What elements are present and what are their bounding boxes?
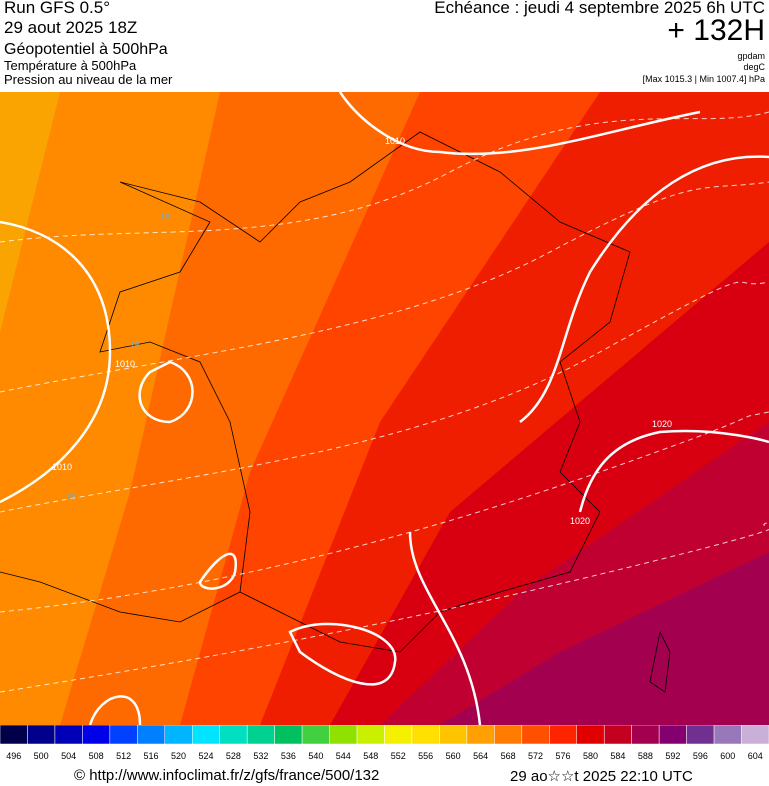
colorbar-label: 540	[308, 751, 323, 761]
colorbar: 496 500 504 508 512 516 520 524 528 532 536 540 544 5…	[0, 725, 769, 761]
france-outline	[99, 131, 631, 653]
colorbar-cell	[439, 725, 468, 745]
lead-time: + 132H	[667, 14, 765, 47]
contour-label: 1010	[115, 359, 135, 369]
colorbar-label: 548	[363, 751, 378, 761]
colorbar-label: 536	[281, 751, 296, 761]
run-date: 29 aout 2025 18Z	[4, 18, 138, 37]
colorbar-label: 604	[748, 751, 763, 761]
contour-label: 1020	[652, 419, 672, 429]
colorbar-label: 588	[638, 751, 653, 761]
temperature-contours	[0, 111, 769, 693]
colorbar-cell	[631, 725, 660, 745]
colorbar-cell	[356, 725, 385, 745]
run: Run GFS 0.5°	[4, 0, 111, 17]
generated-time: 29 ao☆☆t 2025 22:10 UTC	[510, 768, 693, 785]
colorbar-cell	[741, 725, 769, 745]
colorbar-label: 564	[473, 751, 488, 761]
colorbar-label: 524	[198, 751, 213, 761]
field: Pression au niveau de la mer	[4, 72, 173, 87]
colorbar-label: 560	[446, 751, 461, 761]
colorbar-label: 580	[583, 751, 598, 761]
colorbar-cell	[137, 725, 166, 745]
colorbar-cell	[329, 725, 358, 745]
contour-label: 1010	[385, 136, 405, 146]
contour-label: 1020	[570, 516, 590, 526]
colorbar-cell	[549, 725, 577, 745]
colorbar-label: 512	[116, 751, 131, 761]
source-url: © http://www.infoclimat.fr/z/gfs/france/…	[74, 767, 380, 784]
colorbar-cell	[686, 725, 715, 745]
colorbar-cell	[0, 725, 28, 745]
colorbar-label: 568	[501, 751, 516, 761]
colorbar-cell	[494, 725, 523, 745]
colorbar-label: 576	[556, 751, 571, 761]
colorbar-cell	[274, 725, 303, 745]
unit: gpdam	[737, 51, 765, 61]
colorbar-label: 500	[34, 751, 49, 761]
colorbar-cell	[576, 725, 605, 745]
colorbar-label: 556	[418, 751, 433, 761]
colorbar-cell	[27, 725, 56, 745]
colorbar-cell	[82, 725, 111, 745]
colorbar-label: 592	[665, 751, 680, 761]
colorbar-label: 552	[391, 751, 406, 761]
colorbar-label: 572	[528, 751, 543, 761]
colorbar-label: 520	[171, 751, 186, 761]
colorbar-cell	[521, 725, 550, 745]
colorbar-cell	[466, 725, 495, 745]
colorbar-cell	[54, 725, 83, 745]
field: Température à 500hPa	[4, 58, 137, 73]
contour-label: 16	[130, 340, 140, 350]
colorbar-label: 544	[336, 751, 351, 761]
field-band	[440, 552, 769, 725]
colorbar-label: 516	[144, 751, 159, 761]
field: Géopotentiel à 500hPa	[4, 41, 168, 58]
echeance: Echéance : jeudi 4 septembre 2025 6h UTC	[434, 0, 765, 17]
colorbar-cell	[246, 725, 275, 745]
colorbar-cell	[301, 725, 330, 745]
map: 1010 1010 1010 16 16 16 1020 1020	[0, 92, 769, 725]
contour-label: 16	[160, 212, 170, 222]
colorbar-label: 504	[61, 751, 76, 761]
contour-label: 16	[66, 492, 76, 502]
colorbar-label: 596	[693, 751, 708, 761]
coastline	[0, 131, 671, 693]
colorbar-cell	[384, 725, 413, 745]
colorbar-cell	[164, 725, 193, 745]
colorbar-cell	[219, 725, 248, 745]
colorbar-label: 496	[6, 751, 21, 761]
colorbar-label: 532	[253, 751, 268, 761]
pressure-contours	[0, 92, 769, 725]
unit: degC	[743, 62, 765, 72]
colorbar-label: 508	[89, 751, 104, 761]
colorbar-cell	[713, 725, 742, 745]
corsica	[649, 630, 671, 693]
colorbar-cell	[192, 725, 220, 745]
colorbar-label: 528	[226, 751, 241, 761]
colorbar-cell	[603, 725, 632, 745]
colorbar-cell	[658, 725, 687, 745]
colorbar-label: 600	[720, 751, 735, 761]
colorbar-cell	[109, 725, 138, 745]
contour-label: 1010	[52, 462, 72, 472]
coast	[0, 571, 241, 623]
colorbar-cell	[411, 725, 440, 745]
colorbar-label: 584	[610, 751, 625, 761]
pressure-range: [Max 1015.3 | Min 1007.4] hPa	[642, 74, 765, 84]
contour-labels: 1010 1010 1010 16 16 16 1020 1020	[52, 136, 672, 526]
